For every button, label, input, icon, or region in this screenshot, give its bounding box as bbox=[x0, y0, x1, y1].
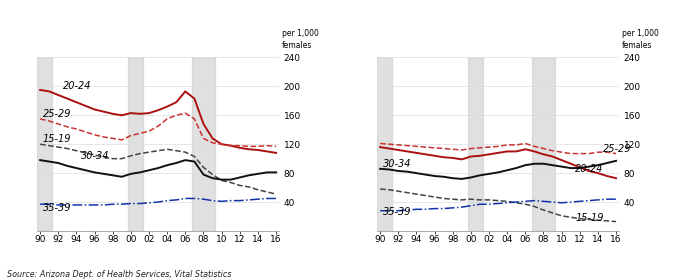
Bar bbox=[37, 57, 52, 231]
Bar bbox=[377, 57, 392, 231]
Text: 20-24: 20-24 bbox=[63, 81, 91, 90]
Text: 25-29: 25-29 bbox=[602, 144, 631, 154]
Bar bbox=[532, 57, 556, 231]
Bar bbox=[128, 57, 143, 231]
Text: 30-34: 30-34 bbox=[81, 151, 109, 161]
Text: 20-24: 20-24 bbox=[575, 164, 604, 174]
Text: Hispanic: Hispanic bbox=[125, 36, 191, 50]
Bar bbox=[192, 57, 216, 231]
Text: per 1,000
females: per 1,000 females bbox=[282, 29, 319, 50]
Text: Source: Arizona Dept. of Health Services, Vital Statistics: Source: Arizona Dept. of Health Services… bbox=[7, 270, 231, 279]
Text: 25-29: 25-29 bbox=[43, 109, 71, 120]
Text: 35-39: 35-39 bbox=[383, 207, 411, 217]
Text: per 1,000
females: per 1,000 females bbox=[622, 29, 659, 50]
Text: 35-39: 35-39 bbox=[43, 203, 71, 213]
Bar bbox=[468, 57, 483, 231]
Text: 15-19: 15-19 bbox=[43, 134, 71, 144]
Text: Non-Hispanic: Non-Hispanic bbox=[446, 36, 550, 50]
Text: 15-19: 15-19 bbox=[575, 213, 604, 223]
Text: 30-34: 30-34 bbox=[383, 159, 411, 169]
